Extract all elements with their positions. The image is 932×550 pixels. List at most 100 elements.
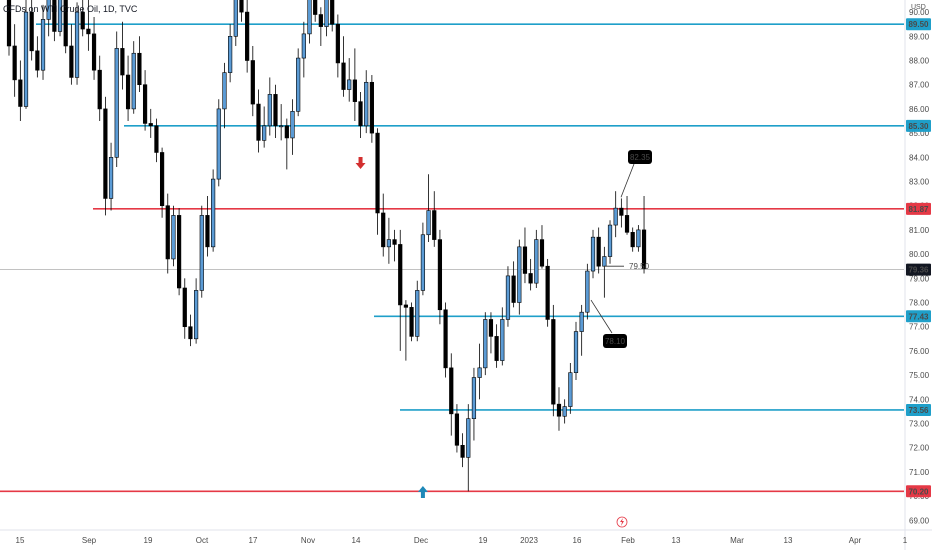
candle-body[interactable] (607, 224, 613, 257)
candle-body[interactable] (341, 62, 346, 90)
candle-body[interactable] (284, 125, 289, 139)
candle-body[interactable] (57, 0, 63, 32)
candle-body[interactable] (630, 232, 635, 248)
candle-body[interactable] (641, 229, 647, 269)
candle-body[interactable] (233, 0, 238, 37)
candle-body[interactable] (296, 57, 301, 112)
candle-body[interactable] (471, 377, 477, 419)
candle-body[interactable] (23, 11, 29, 107)
candle-body[interactable] (426, 210, 431, 236)
candle-body[interactable] (114, 48, 119, 158)
candle-body[interactable] (392, 239, 397, 245)
candle-body[interactable] (6, 0, 12, 47)
candle-body[interactable] (545, 265, 550, 320)
candle-body[interactable] (500, 319, 505, 361)
candle-body[interactable] (534, 239, 539, 284)
candle-body[interactable] (159, 152, 165, 207)
candle-body[interactable] (108, 157, 114, 199)
candle-body[interactable] (477, 367, 482, 378)
candle-body[interactable] (579, 311, 584, 332)
candle-body[interactable] (52, 0, 57, 32)
candle-body[interactable] (290, 111, 295, 139)
candle-body[interactable] (420, 234, 426, 291)
candle-body[interactable] (352, 79, 357, 102)
candle-body[interactable] (449, 367, 454, 415)
candle-body[interactable] (18, 79, 23, 107)
candle-body[interactable] (347, 79, 352, 90)
candle-body[interactable] (228, 36, 233, 73)
candle-body[interactable] (137, 52, 142, 86)
candle-body[interactable] (364, 81, 369, 127)
candle-body[interactable] (211, 178, 216, 248)
candle-body[interactable] (528, 273, 533, 284)
candle-body[interactable] (330, 0, 335, 25)
candle-body[interactable] (443, 309, 448, 369)
candle-body[interactable] (432, 210, 437, 240)
candle-body[interactable] (256, 103, 261, 141)
candle-body[interactable] (460, 444, 465, 458)
candle-body[interactable] (313, 0, 318, 15)
candle-body[interactable] (556, 403, 562, 417)
candle-body[interactable] (602, 256, 607, 267)
candle-body[interactable] (324, 0, 329, 27)
candle-body[interactable] (386, 239, 391, 248)
candle-body[interactable] (205, 215, 210, 248)
candle-body[interactable] (171, 215, 176, 260)
candle-body[interactable] (131, 52, 136, 110)
candle-body[interactable] (511, 275, 516, 303)
candle-body[interactable] (29, 11, 34, 52)
candle-body[interactable] (148, 123, 153, 127)
candle-body[interactable] (301, 33, 306, 59)
candle-body[interactable] (636, 229, 641, 248)
candle-body[interactable] (369, 81, 374, 134)
candle-body[interactable] (74, 11, 80, 78)
candle-body[interactable] (358, 101, 363, 127)
candle-body[interactable] (262, 125, 267, 141)
candle-body[interactable] (40, 19, 46, 71)
candle-body[interactable] (409, 307, 414, 337)
candle-body[interactable] (91, 33, 97, 71)
candle-body[interactable] (245, 11, 250, 61)
candle-body[interactable] (415, 290, 420, 337)
candle-body[interactable] (165, 205, 170, 260)
candle-body[interactable] (318, 14, 323, 27)
candle-body[interactable] (222, 72, 227, 110)
candle-body[interactable] (182, 287, 187, 328)
candle-body[interactable] (188, 326, 193, 340)
candle-body[interactable] (63, 0, 68, 47)
candle-body[interactable] (624, 215, 630, 233)
candle-body[interactable] (398, 244, 403, 306)
candle-body[interactable] (35, 50, 40, 71)
candle-body[interactable] (97, 69, 102, 110)
candle-body[interactable] (505, 275, 511, 320)
candle-body[interactable] (307, 0, 312, 35)
candle-body[interactable] (80, 11, 85, 30)
candle-body[interactable] (381, 212, 386, 248)
candle-body[interactable] (619, 207, 624, 216)
candle-body[interactable] (483, 319, 488, 369)
candle-body[interactable] (596, 236, 601, 267)
candle-body[interactable] (194, 290, 199, 340)
candle-body[interactable] (103, 108, 108, 199)
candle-body[interactable] (375, 132, 380, 214)
candle-body[interactable] (466, 418, 471, 458)
candle-body[interactable] (562, 406, 567, 417)
candle-body[interactable] (488, 319, 494, 337)
candle-body[interactable] (273, 94, 278, 127)
candle-body[interactable] (517, 246, 522, 303)
candle-body[interactable] (494, 336, 499, 361)
candle-body[interactable] (46, 0, 51, 20)
candle-body[interactable] (154, 125, 159, 153)
candle-body[interactable] (613, 207, 618, 226)
candle-body[interactable] (590, 236, 596, 272)
candle-body[interactable] (454, 413, 460, 446)
candle-body[interactable] (239, 0, 244, 13)
candle-body[interactable] (568, 372, 573, 407)
candle-body[interactable] (125, 74, 131, 110)
candle-body[interactable] (522, 246, 528, 274)
candle-body[interactable] (279, 125, 284, 128)
candle-body[interactable] (69, 45, 74, 78)
candle-body[interactable] (539, 239, 545, 267)
candle-body[interactable] (86, 28, 91, 35)
